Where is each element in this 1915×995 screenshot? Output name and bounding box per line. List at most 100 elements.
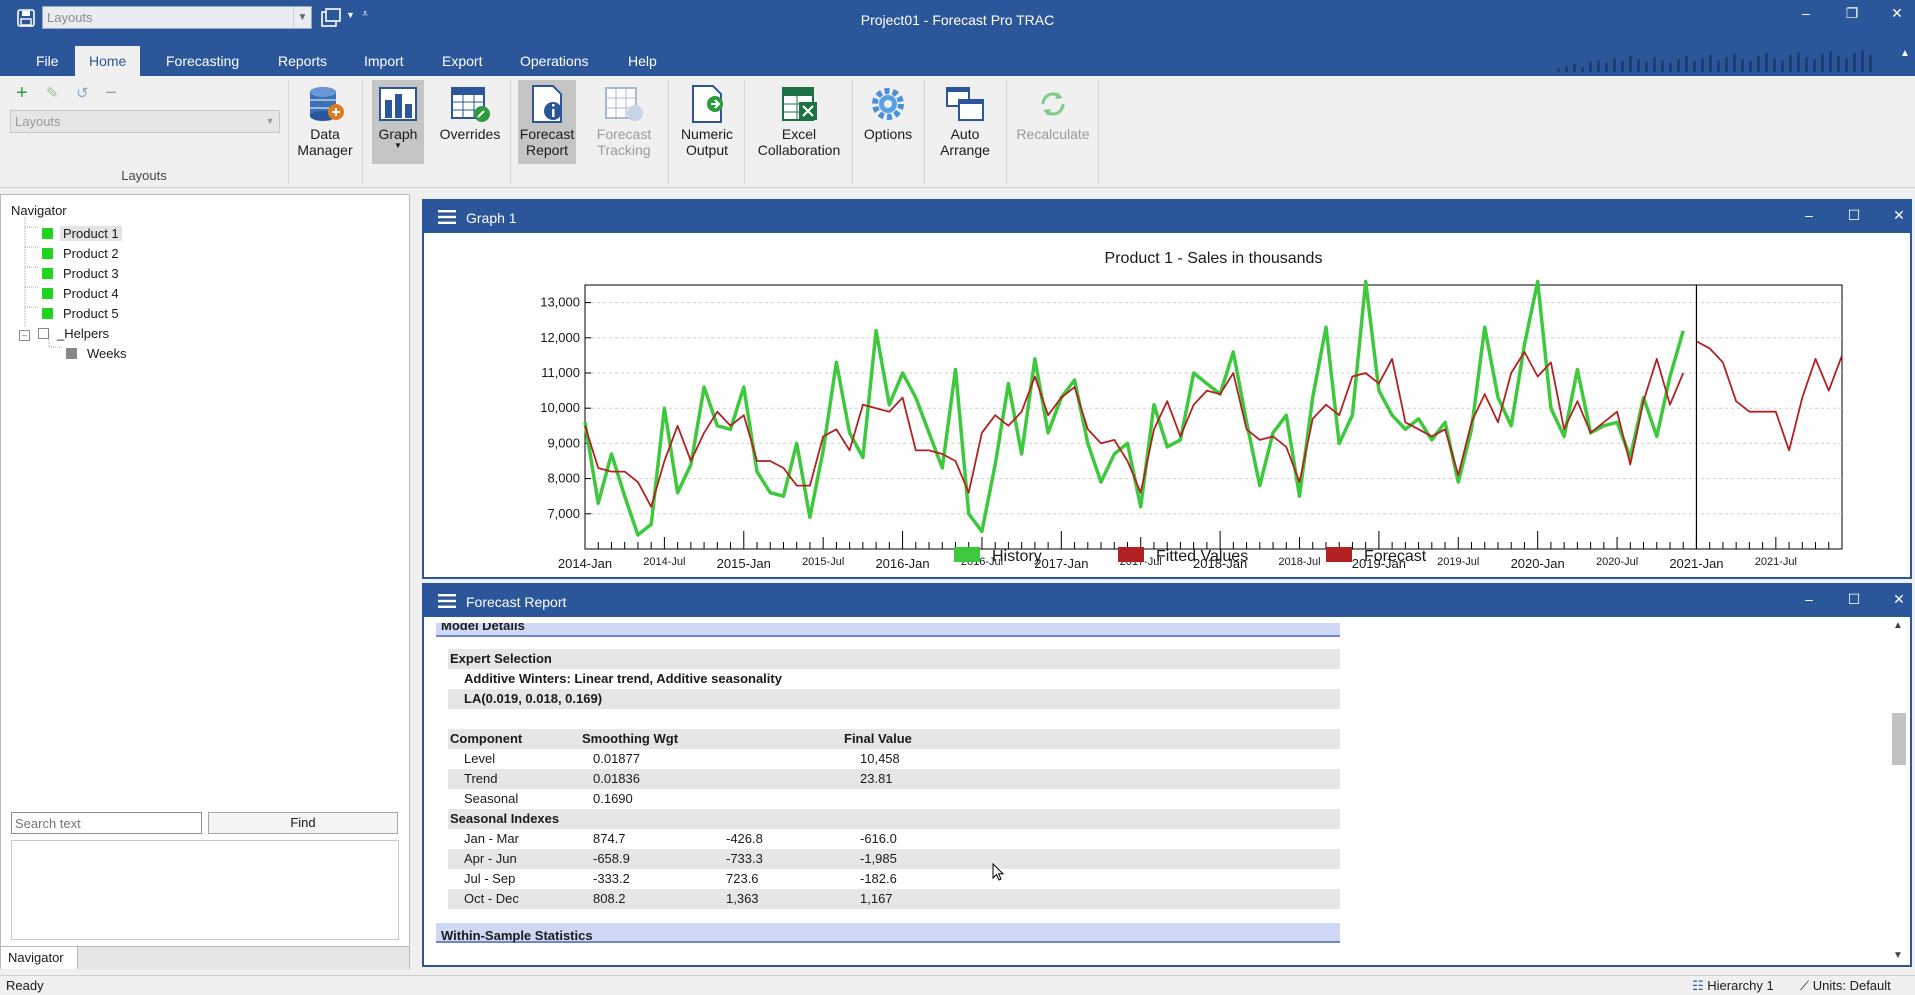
graph-button[interactable]: Graph ▼: [372, 80, 424, 164]
layouts-dropdown[interactable]: Layouts ▼: [10, 110, 280, 133]
remove-icon[interactable]: –: [106, 81, 117, 101]
brand-sparkline-logo: [1557, 50, 1872, 72]
nav-item-product-3[interactable]: Product 3: [42, 265, 119, 283]
menu-tab-forecasting[interactable]: Forecasting: [166, 53, 240, 69]
divider: [1098, 80, 1099, 184]
report-content[interactable]: Model Details Expert Selection Additive …: [436, 623, 1762, 961]
x-tick-label: 2019-Jul: [1437, 556, 1479, 568]
excel-collaboration-button[interactable]: Excel Collaboration: [750, 80, 848, 164]
legend-label-forecast: Forecast: [1364, 548, 1427, 565]
panel-header: Forecast Report – ☐ ✕: [424, 585, 1910, 617]
minimize-icon[interactable]: –: [1802, 5, 1810, 21]
find-button[interactable]: Find: [208, 812, 398, 834]
auto-arrange-label: Auto Arrange: [940, 126, 990, 158]
series-line-fitted-values: [584, 351, 1685, 508]
x-tick-label: 2018-Jan: [1193, 556, 1247, 571]
forecast-tracking-button[interactable]: Forecast Tracking: [584, 80, 664, 164]
units-indicator[interactable]: ⟋ Units: Default: [1800, 978, 1891, 993]
save-icon[interactable]: [16, 8, 36, 28]
menu-tab-export[interactable]: Export: [442, 53, 483, 69]
menu-tab-operations[interactable]: Operations: [520, 53, 589, 69]
collapse-icon[interactable]: –: [19, 330, 30, 341]
window-layout-icon[interactable]: [320, 7, 342, 29]
numeric-output-label: Numeric Output: [680, 126, 734, 158]
close-icon[interactable]: ✕: [1893, 591, 1905, 607]
edit-icon[interactable]: ✎: [46, 85, 59, 102]
divider: [1006, 80, 1007, 184]
collapse-ribbon-icon[interactable]: ▲: [1900, 48, 1910, 59]
sparkline-bar: [1829, 51, 1832, 72]
maximize-icon[interactable]: ☐: [1847, 591, 1861, 607]
customize-toolbar-icon[interactable]: ⩡: [362, 8, 369, 20]
sparkline-bar: [1693, 61, 1696, 72]
recalculate-button[interactable]: Recalculate: [1012, 80, 1094, 164]
scroll-up-icon[interactable]: ▲: [1893, 620, 1903, 631]
menu-tab-home[interactable]: Home: [75, 46, 141, 76]
x-tick-label: 2015-Jan: [717, 556, 771, 571]
series-color-icon: [42, 228, 53, 239]
chevron-down-icon[interactable]: ▼: [265, 116, 275, 126]
status-text: Ready: [6, 978, 44, 993]
x-tick-label: 2017-Jan: [1034, 556, 1088, 571]
chevron-down-icon[interactable]: ▼: [293, 7, 311, 28]
minimize-icon[interactable]: –: [1805, 591, 1813, 607]
nav-item-product-1[interactable]: Product 1: [42, 225, 122, 243]
sparkline-bar: [1725, 57, 1728, 72]
chevron-down-icon[interactable]: ▼: [346, 10, 355, 20]
forecast-report-button[interactable]: Forecast Report: [518, 80, 576, 164]
undo-icon[interactable]: ↺: [76, 85, 89, 102]
search-results-list[interactable]: [11, 840, 399, 940]
minimize-icon[interactable]: –: [1805, 207, 1813, 223]
close-icon[interactable]: ✕: [1893, 207, 1905, 223]
tab-navigator[interactable]: Navigator: [1, 946, 78, 969]
refresh-icon: [1041, 92, 1065, 116]
menu-tab-file[interactable]: File: [36, 53, 59, 69]
data-manager-label: Data Manager: [297, 126, 353, 158]
nav-item-product-4[interactable]: Product 4: [42, 285, 119, 303]
sparkline-bar: [1565, 66, 1568, 72]
nav-item-weeks[interactable]: Weeks: [66, 345, 127, 363]
mouse-cursor-icon: [992, 863, 1005, 881]
numeric-output-button[interactable]: Numeric Output: [674, 80, 740, 164]
nav-item-product-2[interactable]: Product 2: [42, 245, 119, 263]
scroll-down-icon[interactable]: ▼: [1893, 950, 1903, 961]
options-button[interactable]: Options: [858, 80, 918, 164]
gear-icon: [872, 88, 904, 120]
overrides-button[interactable]: Overrides: [436, 80, 504, 164]
add-icon[interactable]: +: [16, 82, 28, 104]
scroll-thumb[interactable]: [1892, 713, 1906, 765]
series-line-forecast: [1696, 340, 1843, 452]
close-icon[interactable]: ✕: [1891, 5, 1903, 21]
menu-tab-help[interactable]: Help: [628, 53, 657, 69]
nav-item-product-5[interactable]: Product 5: [42, 305, 119, 323]
x-tick-label: 2020-Jul: [1596, 556, 1638, 568]
vertical-scrollbar[interactable]: ▲ ▼: [1888, 617, 1908, 965]
menu-bar: File Home Forecasting Reports Import Exp…: [0, 42, 1915, 76]
x-tick-label: 2021-Jan: [1669, 556, 1723, 571]
sparkline-bar: [1629, 56, 1632, 72]
table-row: Seasonal 0.1690: [464, 791, 633, 806]
layout-combo[interactable]: Layouts ▼: [42, 6, 312, 29]
x-tick-label: 2019-Jan: [1352, 556, 1406, 571]
sparkline-bar: [1813, 59, 1816, 72]
table-row: Trend 0.01836 23.81: [448, 769, 1340, 789]
sparkline-bar: [1637, 59, 1640, 72]
search-input[interactable]: [11, 812, 202, 834]
sparkline-bar: [1613, 58, 1616, 72]
menu-tab-import[interactable]: Import: [364, 53, 404, 69]
restore-icon[interactable]: ❐: [1845, 5, 1859, 21]
auto-arrange-button[interactable]: Auto Arrange: [930, 80, 1000, 164]
hierarchy-indicator[interactable]: ☷ Hierarchy 1: [1692, 978, 1774, 993]
menu-icon[interactable]: [438, 593, 456, 609]
menu-icon[interactable]: [438, 209, 456, 225]
bar-chart-icon: [379, 87, 417, 121]
nav-item-helpers[interactable]: – _Helpers: [19, 325, 109, 343]
data-manager-button[interactable]: Data Manager: [293, 80, 357, 164]
plot-area: [584, 284, 1843, 550]
maximize-icon[interactable]: ☐: [1847, 207, 1861, 223]
divider: [510, 80, 511, 184]
forecast-chart[interactable]: Product 1 - Sales in thousands 13,000 12,0…: [424, 233, 1910, 577]
menu-tab-reports[interactable]: Reports: [278, 53, 328, 69]
sparkline-bar: [1605, 63, 1608, 72]
series-color-icon: [42, 308, 53, 319]
